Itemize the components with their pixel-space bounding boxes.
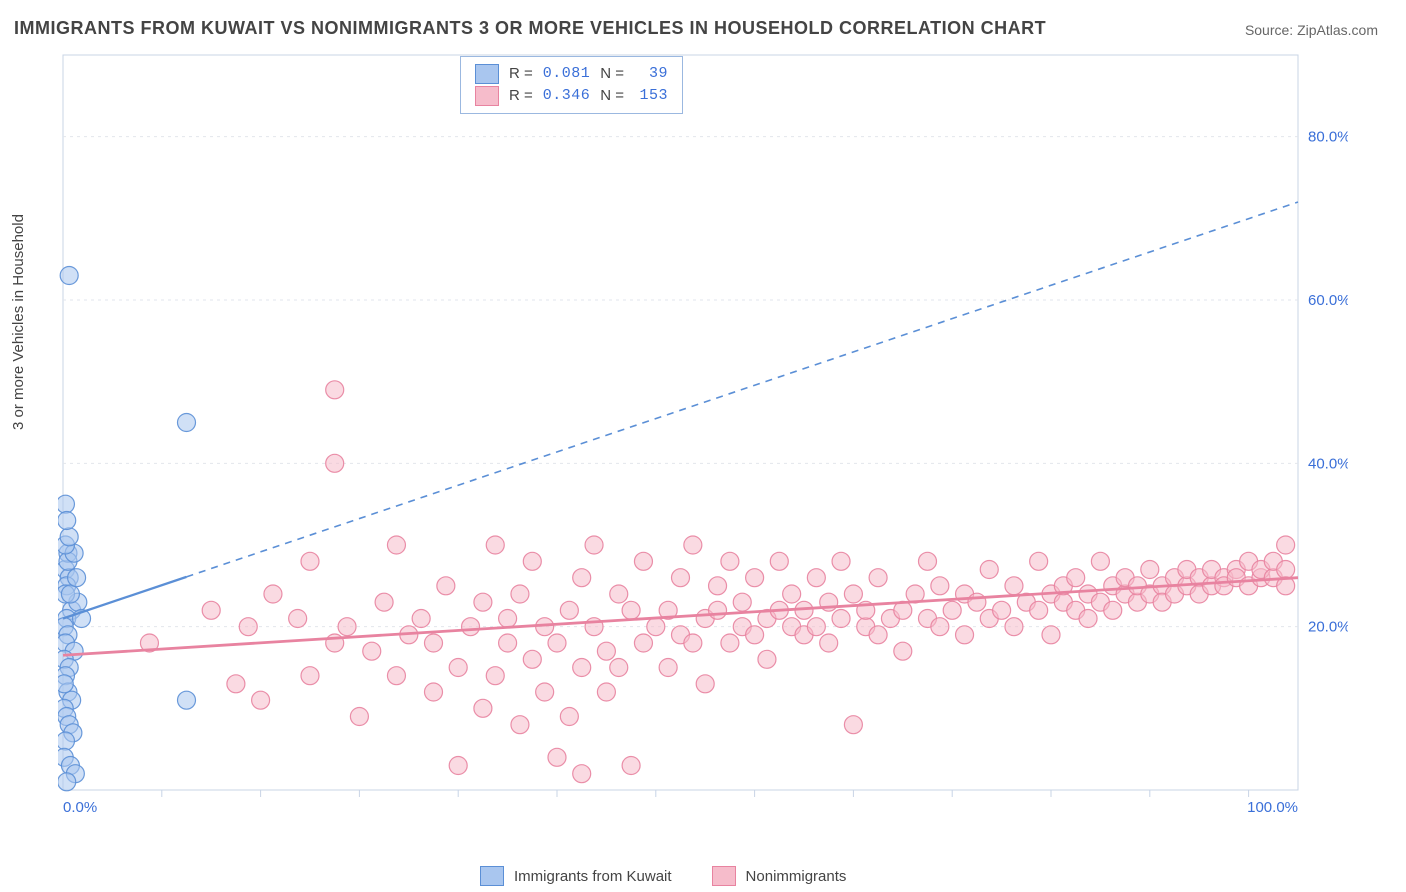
svg-text:80.0%: 80.0% — [1308, 129, 1348, 146]
legend-bottom-item-0: Immigrants from Kuwait — [480, 866, 672, 886]
legend-row-series-1: R = 0.346 N = 153 — [475, 85, 668, 107]
source-attribution: Source: ZipAtlas.com — [1245, 22, 1378, 38]
legend-swatch-1 — [475, 86, 499, 106]
legend-N-value-1: 153 — [634, 85, 668, 107]
y-axis-label: 3 or more Vehicles in Household — [10, 214, 27, 430]
scatter-chart: 20.0% 40.0% 60.0% 80.0% 0.0% 100.0% — [58, 50, 1348, 820]
legend-N-label: N = — [600, 85, 624, 107]
legend-swatch-0 — [475, 64, 499, 84]
legend-bottom-label-1: Nonimmigrants — [746, 868, 847, 885]
svg-text:20.0%: 20.0% — [1308, 619, 1348, 636]
legend-bottom-swatch-1 — [712, 866, 736, 886]
legend-R-value-0: 0.081 — [543, 63, 591, 85]
legend-R-label: R = — [509, 63, 533, 85]
legend-bottom-item-1: Nonimmigrants — [712, 866, 847, 886]
legend-R-value-1: 0.346 — [543, 85, 591, 107]
legend-N-value-0: 39 — [634, 63, 668, 85]
legend-correlation-box: R = 0.081 N = 39 R = 0.346 N = 153 — [460, 56, 683, 114]
svg-text:100.0%: 100.0% — [1247, 799, 1298, 816]
legend-R-label: R = — [509, 85, 533, 107]
svg-text:0.0%: 0.0% — [63, 799, 97, 816]
legend-N-label: N = — [600, 63, 624, 85]
legend-bottom-swatch-0 — [480, 866, 504, 886]
chart-title: IMMIGRANTS FROM KUWAIT VS NONIMMIGRANTS … — [14, 18, 1046, 39]
legend-bottom-label-0: Immigrants from Kuwait — [514, 868, 672, 885]
legend-row-series-0: R = 0.081 N = 39 — [475, 63, 668, 85]
svg-text:60.0%: 60.0% — [1308, 292, 1348, 309]
legend-bottom: Immigrants from Kuwait Nonimmigrants — [480, 866, 846, 886]
svg-text:40.0%: 40.0% — [1308, 455, 1348, 472]
chart-area: 20.0% 40.0% 60.0% 80.0% 0.0% 100.0% — [58, 50, 1348, 820]
